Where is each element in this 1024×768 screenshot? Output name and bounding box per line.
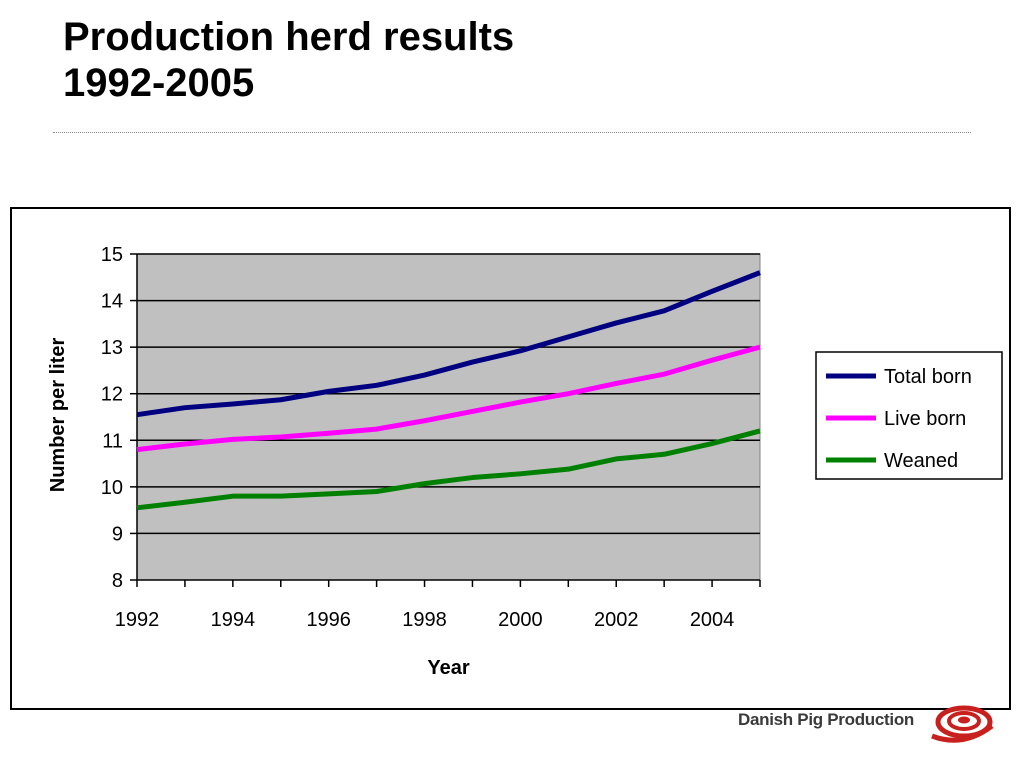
x-tick-label: 1994 [211,609,256,631]
y-tick-label: 9 [112,523,123,545]
series-line-live-born [136,344,761,453]
x-tick-label: 1996 [306,609,351,631]
y-tick-label: 14 [101,291,123,313]
y-axis-label: Number per liter [47,338,69,493]
series-line-total-born [136,270,761,418]
axis-ticks: 8 9 10 11 12 13 14 15 1992 1994 1996 1998 2000 2002 20… [101,244,761,631]
x-tick-label: 2002 [594,609,639,631]
series-line-weaned [136,428,761,511]
legend-label: Weaned [884,450,958,472]
x-tick-label: 1992 [115,609,160,631]
y-tick-label: 12 [101,384,123,406]
x-tick-label: 1998 [402,609,447,631]
y-tick-label: 8 [112,570,123,592]
y-tick-label: 11 [102,430,123,452]
slide-title-line-2: 1992-2005 [63,61,255,105]
line-chart: 8 9 10 11 12 13 14 15 1992 1994 1996 1998 2000 2002 20… [47,244,1003,679]
x-tick-label: 2000 [498,609,543,631]
brand-name: Danish Pig Production [738,710,914,729]
series-group [136,270,761,511]
brand-logo-icon [931,705,994,743]
legend: Total born Live born Weaned [815,351,1003,480]
y-tick-label: 10 [101,477,123,499]
axes [136,254,760,581]
slide-title: Production herd results 1992-2005 [63,14,514,106]
gridlines [137,253,760,535]
slide-title-line-1: Production herd results [63,15,515,59]
legend-label: Live born [884,408,966,430]
y-tick-label: 15 [101,244,123,266]
legend-label: Total born [884,366,972,388]
y-tick-label: 13 [101,337,123,359]
title-divider [53,132,971,133]
x-tick-label: 2004 [690,609,735,631]
x-axis-label: Year [427,657,469,679]
chart-frame: 8 9 10 11 12 13 14 15 1992 1994 1996 1998 2000 2002 20… [10,207,1011,710]
